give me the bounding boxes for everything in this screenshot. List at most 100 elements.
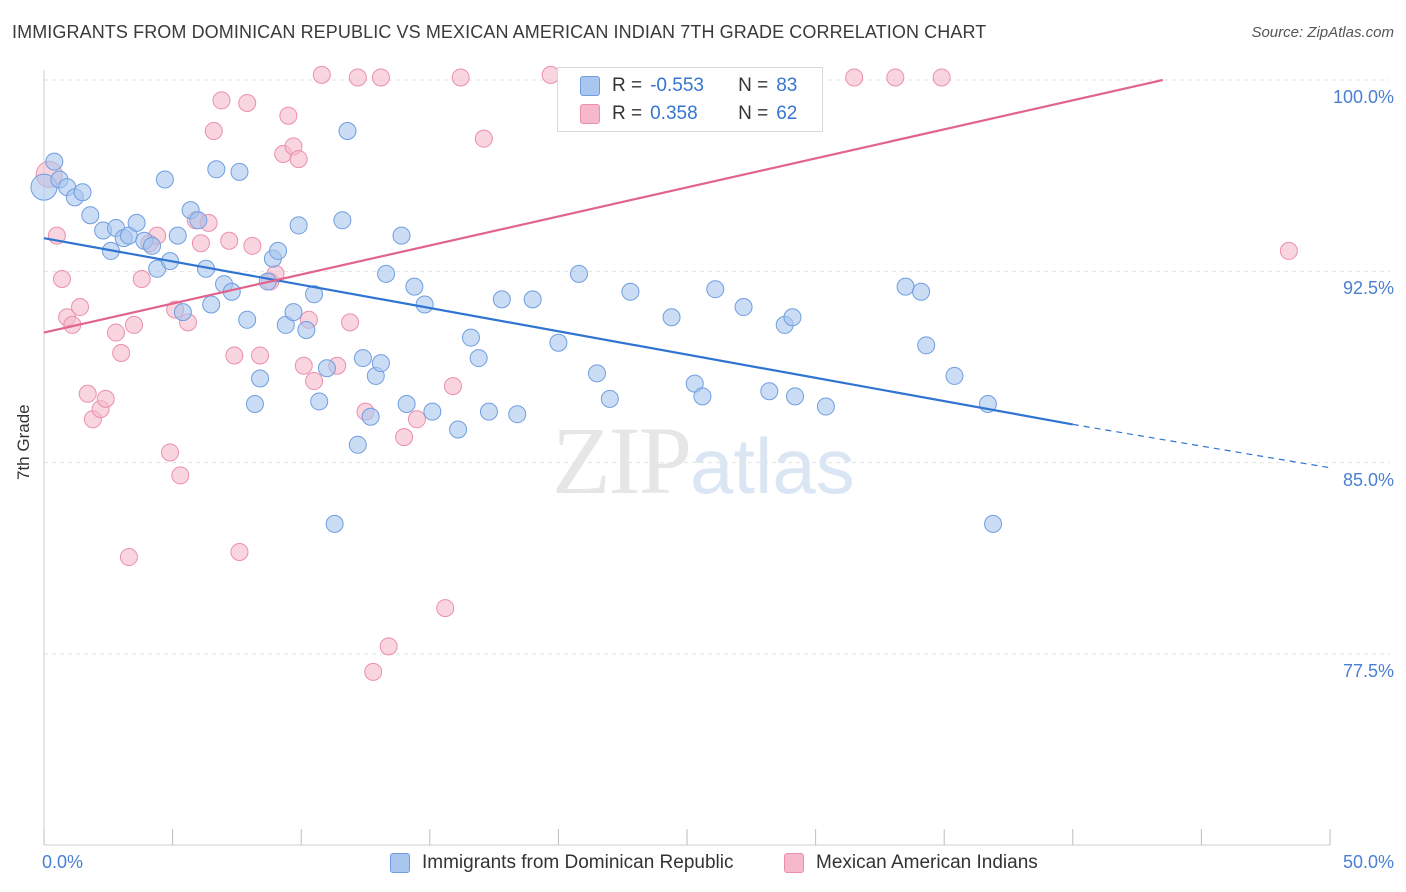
point-dominican-27: [230, 162, 249, 181]
legend-swatch-dominican: [390, 853, 410, 873]
point-mexican-american-indian-60: [932, 68, 951, 87]
point-dominican-76: [816, 397, 835, 416]
legend-item-mexican-american-indians: Mexican American Indians: [784, 852, 1038, 874]
point-mexican-american-indian-13: [125, 315, 144, 334]
point-dominican-43: [338, 122, 357, 141]
point-dominican-46: [361, 407, 380, 426]
point-dominican-82: [984, 514, 1003, 533]
point-dominican-23: [202, 295, 221, 314]
point-dominican-80: [945, 366, 964, 385]
point-dominican-59: [492, 290, 511, 309]
point-dominican-60: [508, 405, 527, 424]
legend-swatch-mexican-american-indians: [784, 853, 804, 873]
point-dominican-12: [127, 213, 146, 232]
legend-r-value: -0.553: [650, 75, 704, 96]
point-mexican-american-indian-12: [119, 548, 138, 567]
legend-n-label: N =: [738, 103, 769, 124]
legend-n-label: N =: [738, 75, 769, 96]
point-dominican-33: [269, 241, 288, 260]
point-mexican-american-indian-50: [407, 410, 426, 429]
point-mexican-american-indian-17: [161, 443, 180, 462]
point-mexican-american-indian-58: [845, 68, 864, 87]
point-mexican-american-indian-53: [451, 68, 470, 87]
y-tick-label-1: 85.0%: [1342, 469, 1394, 490]
point-dominican-71: [734, 298, 753, 317]
axis-layer: [43, 70, 1331, 846]
point-dominican-72: [760, 382, 779, 401]
point-mexican-american-indian-28: [230, 542, 249, 561]
point-mexican-american-indian-46: [364, 662, 383, 681]
y-tick-label-0: 77.5%: [1342, 661, 1394, 681]
point-dominican-5: [73, 183, 92, 202]
point-mexican-american-indian-24: [204, 122, 223, 141]
point-dominican-1: [45, 152, 64, 171]
point-dominican-24: [207, 160, 226, 179]
point-dominican-39: [310, 392, 329, 411]
trend-line-blue-extension: [1072, 423, 1331, 469]
point-mexican-american-indian-30: [243, 236, 262, 255]
point-mexican-american-indian-38: [294, 356, 313, 375]
point-dominican-58: [479, 402, 498, 421]
y-tick-label-2: 92.5%: [1342, 278, 1394, 299]
point-dominican-63: [569, 264, 588, 283]
legend-swatch-pink: [580, 104, 600, 124]
trend-line-pink: [43, 78, 1164, 334]
legend-swatch-blue: [580, 76, 600, 96]
point-dominican-18: [168, 226, 187, 245]
point-dominican-75: [786, 387, 805, 406]
point-mexican-american-indian-40: [305, 372, 324, 391]
point-dominican-61: [523, 290, 542, 309]
legend-row-pink: R = 0.358 N = 62: [580, 102, 797, 126]
point-dominican-48: [371, 354, 390, 373]
point-dominican-64: [587, 364, 606, 383]
point-dominican-40: [317, 359, 336, 378]
point-mexican-american-indian-26: [220, 231, 239, 250]
point-dominican-41: [325, 514, 344, 533]
trend-layer: [43, 78, 1331, 469]
point-mexican-american-indian-59: [886, 68, 905, 87]
point-mexican-american-indian-37: [289, 150, 308, 169]
point-mexican-american-indian-43: [341, 313, 360, 332]
point-dominican-6: [81, 206, 100, 225]
trend-line-blue: [43, 237, 1073, 426]
point-dominican-44: [348, 435, 367, 454]
point-dominican-21: [189, 211, 208, 230]
point-dominican-35: [284, 303, 303, 322]
point-mexican-american-indian-14: [132, 269, 151, 288]
legend-label-dominican: Immigrants from Dominican Republic: [422, 852, 734, 873]
point-dominican-79: [917, 336, 936, 355]
point-dominican-28: [238, 310, 257, 329]
watermark: ZIPatlas: [552, 405, 855, 516]
point-dominican-19: [173, 303, 192, 322]
point-dominican-67: [662, 308, 681, 327]
series-legend: Immigrants from Dominican Republic Mexic…: [0, 852, 1406, 878]
point-dominican-30: [251, 369, 270, 388]
point-mexican-american-indian-9: [96, 389, 115, 408]
point-dominican-77: [896, 277, 915, 296]
point-mexican-american-indian-41: [312, 65, 331, 84]
point-dominican-70: [706, 280, 725, 299]
point-dominican-51: [397, 394, 416, 413]
legend-item-dominican: Immigrants from Dominican Republic: [390, 852, 734, 874]
point-mexican-american-indian-47: [371, 68, 390, 87]
chart-source: Source: ZipAtlas.com: [1251, 24, 1394, 41]
point-mexican-american-indian-44: [348, 68, 367, 87]
point-mexican-american-indian-2: [53, 269, 72, 288]
legend-n-value: 62: [776, 103, 798, 124]
point-dominican-55: [449, 420, 468, 439]
x-tick-label-1: 50.0%: [1342, 852, 1394, 872]
point-dominican-78: [912, 282, 931, 301]
point-mexican-american-indian-49: [395, 428, 414, 447]
watermark-atlas: atlas: [690, 422, 855, 510]
point-mexican-american-indian-5: [71, 298, 90, 317]
point-dominican-42: [333, 211, 352, 230]
point-mexican-american-indian-6: [78, 384, 97, 403]
x-tick-label-0: 0.0%: [42, 852, 84, 872]
point-mexican-american-indian-11: [112, 343, 131, 362]
points-pink-series: [35, 65, 1298, 681]
point-mexican-american-indian-31: [251, 346, 270, 365]
point-dominican-50: [392, 226, 411, 245]
point-mexican-american-indian-48: [379, 637, 398, 656]
legend-row-blue: R = -0.553 N = 83: [580, 74, 797, 98]
